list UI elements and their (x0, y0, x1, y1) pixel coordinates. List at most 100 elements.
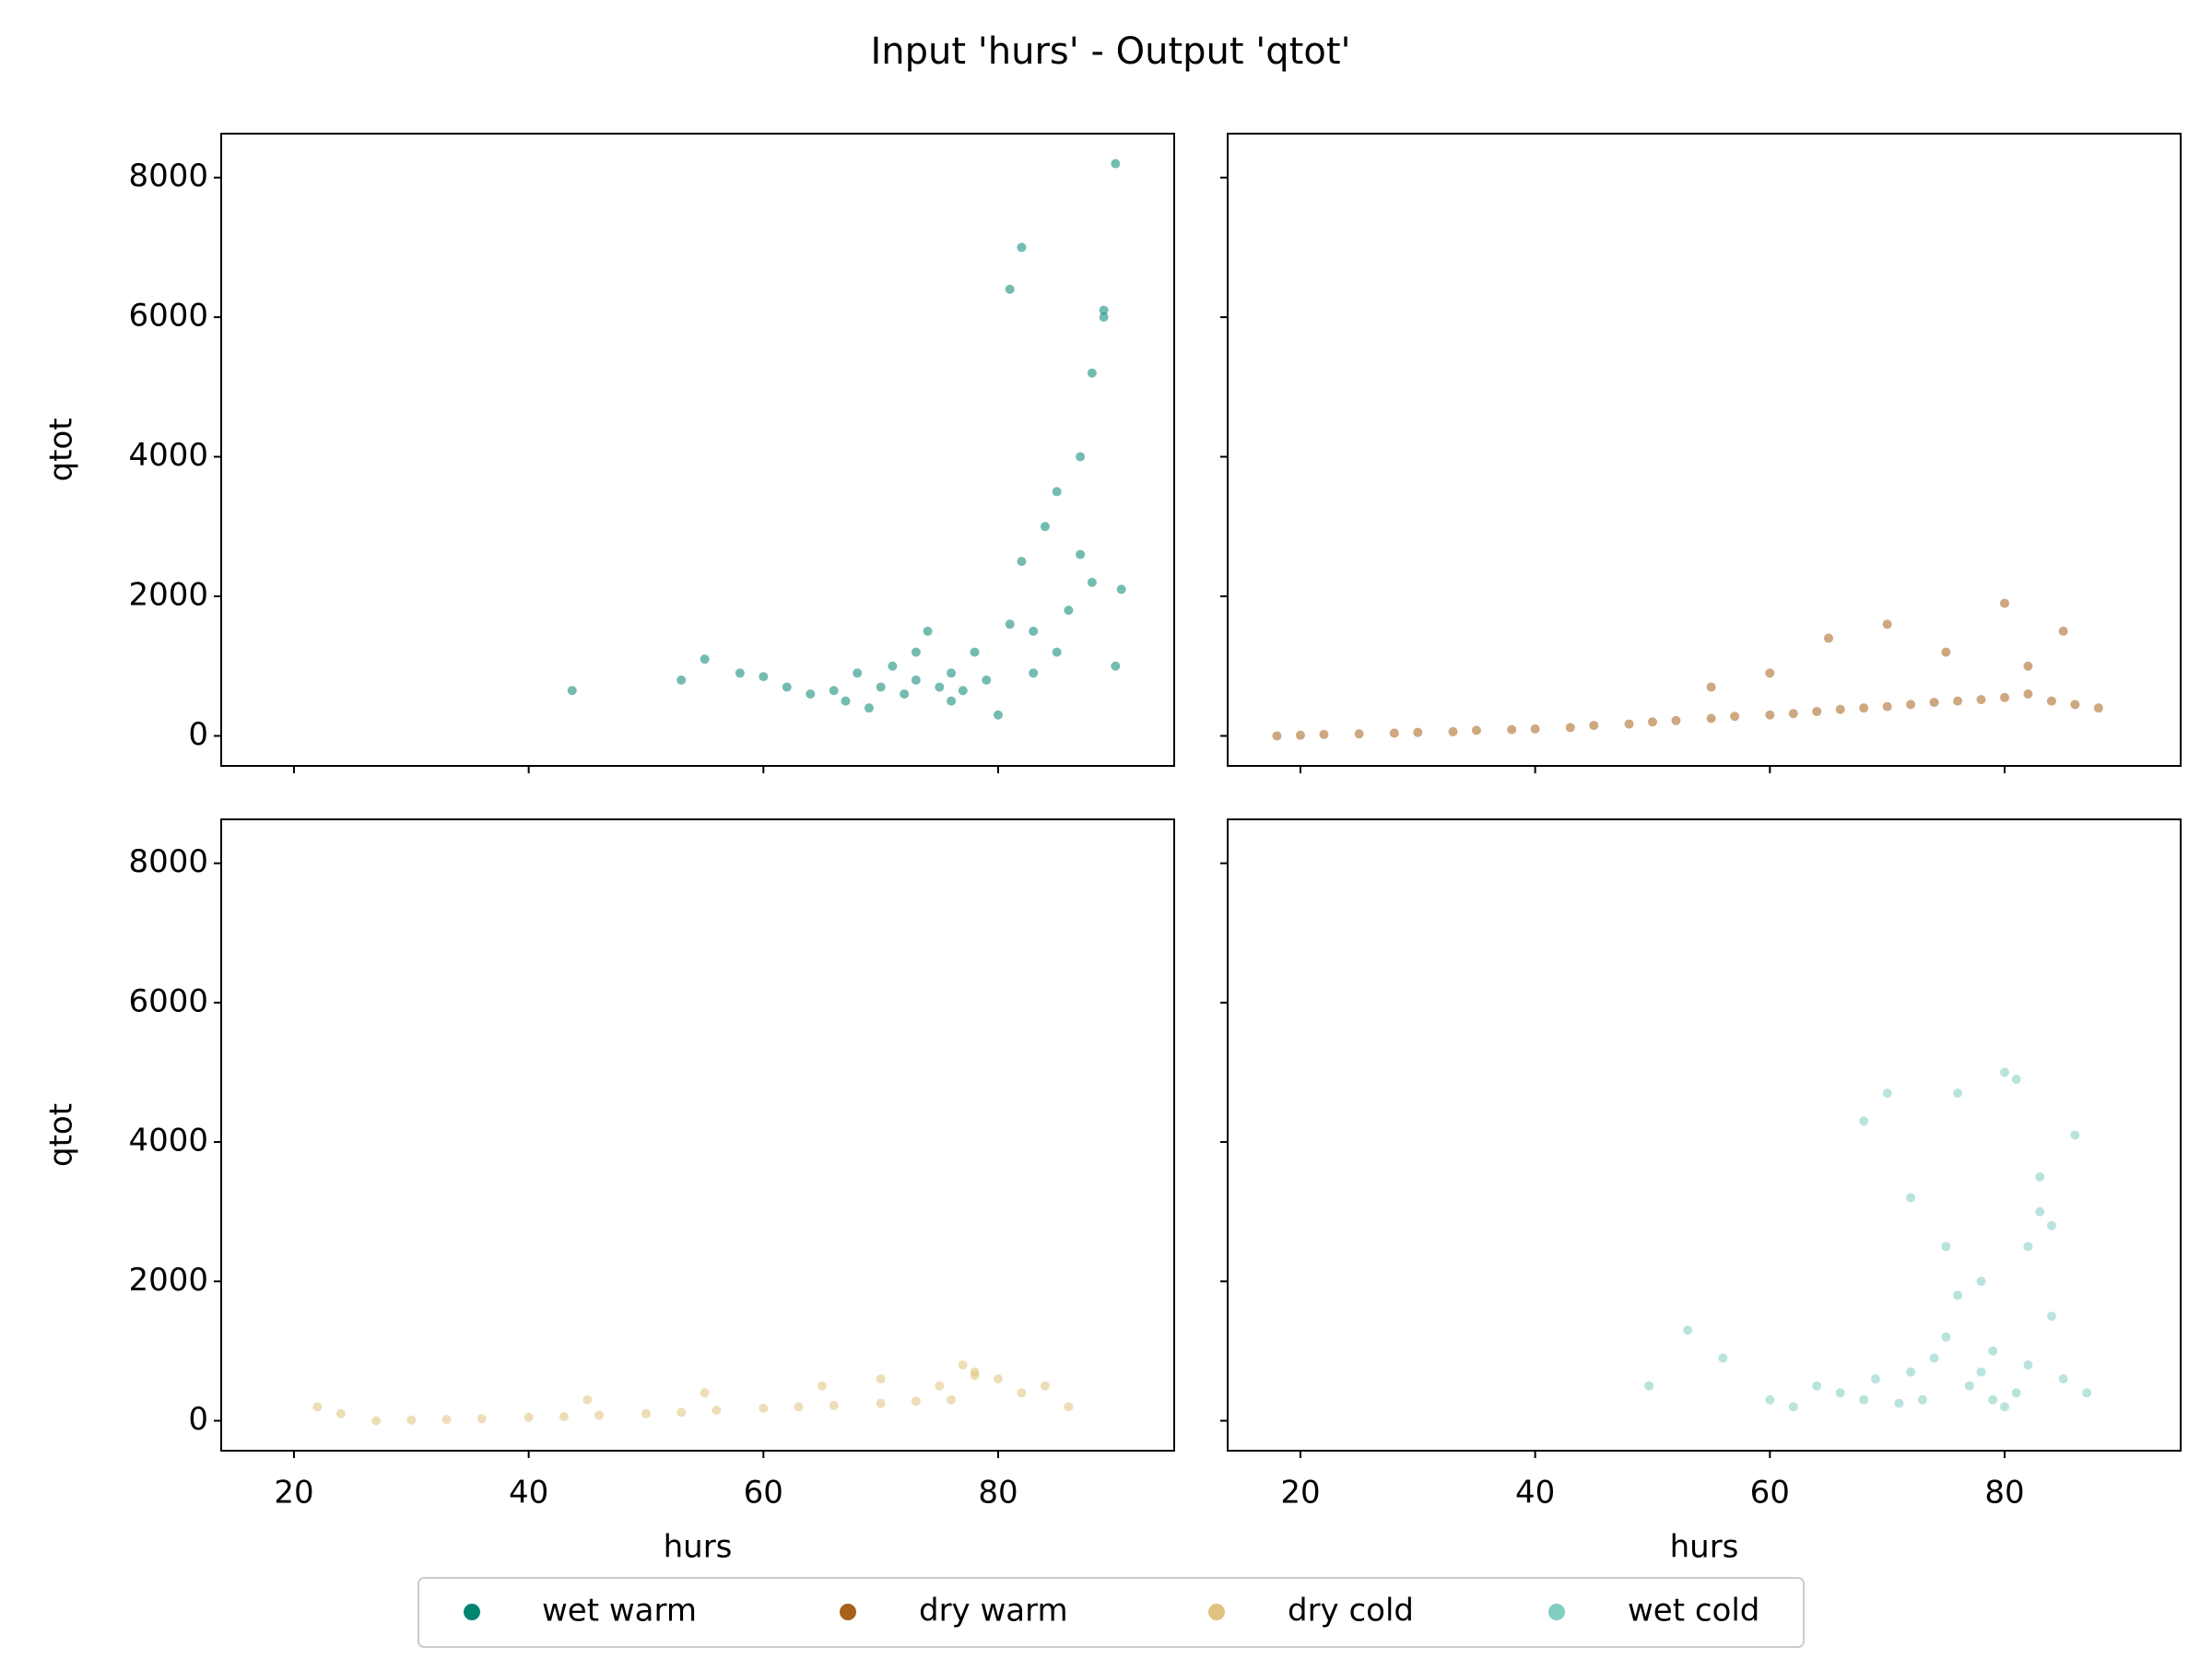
axes-frame (220, 133, 1175, 767)
axes-frame (220, 818, 1175, 1452)
scatter-point (1029, 668, 1039, 678)
scatter-point (2023, 661, 2033, 671)
legend-marker (464, 1604, 480, 1620)
scatter-point (1929, 1353, 1939, 1363)
scatter-point (371, 1416, 382, 1426)
legend-label: wet warm (542, 1593, 697, 1630)
scatter-point (1976, 695, 1986, 705)
scatter-point (923, 626, 933, 636)
scatter-point (735, 668, 745, 678)
scatter-point (1859, 1116, 1869, 1126)
legend-marker (1548, 1604, 1565, 1620)
scatter-point (759, 1403, 769, 1413)
scatter-point (864, 703, 874, 713)
scatter-point (700, 1388, 710, 1398)
scatter-point (1812, 1381, 1822, 1391)
y-tick-label: 6000 (128, 982, 208, 1019)
scatter-point (1647, 717, 1657, 727)
y-tick-label: 8000 (128, 843, 208, 880)
scatter-point (876, 682, 886, 692)
scatter-point (911, 1396, 921, 1406)
scatter-point (567, 686, 577, 696)
scatter-point (1917, 1394, 1927, 1405)
scatter-point (2023, 1360, 2033, 1371)
scatter-point (1906, 1367, 1916, 1377)
scatter-point (2046, 1220, 2056, 1230)
scatter-point (1765, 668, 1775, 678)
scatter-point (2082, 1388, 2092, 1398)
scatter-point (1040, 1381, 1050, 1391)
scatter-point (1765, 710, 1775, 720)
scatter-point (1507, 724, 1517, 735)
scatter-point (1765, 1394, 1775, 1405)
scatter-point (1894, 1398, 1904, 1408)
scatter-point (900, 689, 910, 700)
scatter-point (1953, 696, 1963, 706)
scatter-point (1999, 1402, 2009, 1412)
scatter-point (1882, 701, 1892, 712)
y-tick-label: 0 (188, 716, 208, 753)
scatter-point (993, 710, 1003, 720)
scatter-point (911, 647, 921, 657)
y-tick-label: 0 (188, 1401, 208, 1438)
scatter-point (1111, 159, 1121, 169)
scatter-point (1005, 284, 1015, 294)
scatter-point (1017, 242, 1027, 253)
scatter-point (1718, 1353, 1728, 1363)
scatter-point (712, 1406, 722, 1416)
y-tick-label: 4000 (128, 437, 208, 474)
scatter-point (806, 689, 816, 700)
scatter-point (794, 1402, 804, 1412)
scatter-point (782, 682, 792, 692)
scatter-point (1953, 1290, 1963, 1300)
scatter-point (1683, 1325, 1693, 1335)
scatter-point (1941, 1241, 1951, 1252)
scatter-point (1976, 1277, 1986, 1287)
x-tick-label: 80 (978, 1475, 1018, 1512)
x-tick-label: 80 (1984, 1475, 2024, 1512)
scatter-point (524, 1412, 534, 1422)
scatter-point (982, 675, 992, 685)
scatter-point (876, 1374, 886, 1384)
scatter-point (2046, 1312, 2056, 1322)
scatter-point (1788, 1402, 1798, 1412)
scatter-point (1906, 700, 1916, 710)
scatter-point (1295, 730, 1305, 740)
scatter-point (1882, 1088, 1892, 1099)
scatter-point (2023, 1241, 2033, 1252)
scatter-point (1644, 1381, 1654, 1391)
x-tick-label: 60 (744, 1475, 783, 1512)
scatter-point (2070, 1130, 2080, 1140)
scatter-point (2011, 1075, 2021, 1085)
scatter-point (2070, 700, 2080, 710)
scatter-point (1076, 452, 1086, 462)
scatter-point (2035, 1171, 2045, 1182)
scatter-point (1953, 1088, 1963, 1099)
legend-label: wet cold (1628, 1593, 1759, 1630)
scatter-point (2093, 703, 2103, 713)
scatter-point (1111, 661, 1121, 671)
x-axis-label: hurs (664, 1529, 733, 1566)
scatter-point (406, 1415, 417, 1425)
y-tick-label: 6000 (128, 298, 208, 335)
scatter-point (700, 654, 710, 665)
legend-marker (1208, 1604, 1225, 1620)
scatter-point (1099, 312, 1109, 323)
scatter-point (888, 661, 898, 671)
scatter-point (1882, 619, 1892, 629)
scatter-point (829, 686, 839, 696)
scatter-point (947, 1394, 957, 1405)
scatter-point (1859, 703, 1869, 713)
y-axis-label: qtot (43, 418, 80, 481)
scatter-point (876, 1398, 886, 1408)
scatter-point (1624, 719, 1634, 729)
legend-label: dry warm (919, 1593, 1068, 1630)
scatter-point (1859, 1394, 1869, 1405)
scatter-point (1530, 724, 1540, 734)
figure-title: Input 'hurs' - Output 'qtot' (870, 30, 1350, 73)
scatter-point (335, 1408, 346, 1418)
scatter-point (1087, 577, 1097, 587)
scatter-point (1999, 598, 2009, 608)
scatter-point (1076, 549, 1086, 559)
y-tick-label: 8000 (128, 158, 208, 194)
